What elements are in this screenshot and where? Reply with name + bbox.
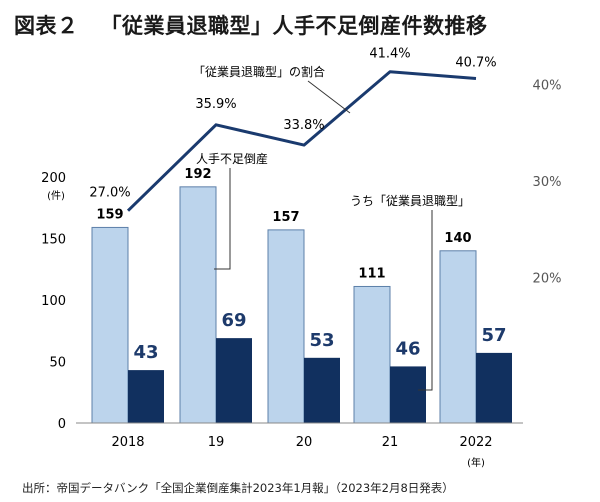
- x-tick-label: 20: [296, 435, 313, 450]
- y-tick-label: 100: [41, 294, 66, 309]
- ratio-label: 33.8%: [283, 118, 324, 133]
- bar-total: [267, 229, 305, 424]
- bar-retirement: [304, 357, 340, 423]
- bar-total-label: 159: [96, 207, 123, 222]
- y2-tick-label: 20%: [533, 271, 562, 286]
- y-tick-label: 50: [49, 356, 66, 371]
- source-note: 出所：帝国データバンク「全国企業倒産集計2023年1月報」（2023年2月8日発…: [22, 481, 454, 495]
- y2-tick-label: 40%: [533, 78, 562, 93]
- bar-total: [353, 285, 391, 424]
- ratio-label: 41.4%: [369, 47, 410, 62]
- ratio-label: 40.7%: [455, 55, 496, 70]
- retirement-leader-line: [418, 210, 433, 391]
- bar-retirement: [390, 366, 426, 423]
- ratio-label: 27.0%: [89, 186, 130, 201]
- bar-retirement-label: 46: [395, 338, 420, 359]
- bar-total-label: 140: [444, 231, 471, 246]
- x-tick-label: 2018: [111, 435, 144, 450]
- ratio-leader-line: [307, 80, 351, 114]
- x-tick-label: 2022: [459, 435, 492, 450]
- bar-total-label: 192: [184, 167, 211, 182]
- figure-number: 図表２: [14, 14, 79, 38]
- y-axis-unit: (件): [47, 190, 65, 202]
- bar-retirement-label: 43: [133, 342, 158, 363]
- x-axis-unit: (年): [467, 456, 485, 469]
- bar-total: [91, 226, 129, 424]
- chart-title: 図表２ 「従業員退職型」人手不足倒産件数推移: [14, 10, 488, 40]
- bar-retirement: [128, 370, 164, 423]
- bar-retirement-label: 69: [221, 310, 246, 331]
- bar-retirement: [476, 352, 512, 423]
- bar-total: [439, 250, 477, 424]
- x-tick-label: 21: [382, 435, 399, 450]
- y-tick-label: 150: [41, 233, 66, 248]
- bar-retirement-label: 53: [309, 330, 334, 351]
- y-tick-label: 0: [58, 417, 66, 432]
- ratio-series-label: 「従業員退職型」の割合: [193, 64, 325, 79]
- bar-retirement: [216, 338, 252, 423]
- bar-total-label: 111: [358, 266, 385, 281]
- x-tick-label: 19: [208, 435, 225, 450]
- total-series-label: 人手不足倒産: [196, 151, 268, 166]
- total-leader-line: [214, 168, 231, 270]
- retirement-series-label: うち「従業員退職型」: [350, 194, 470, 208]
- bar-retirement-label: 57: [481, 325, 506, 346]
- title-text: 「従業員退職型」人手不足倒産件数推移: [100, 14, 488, 38]
- bar-total-label: 157: [272, 210, 299, 225]
- y2-tick-label: 30%: [533, 175, 562, 190]
- bar-total: [179, 186, 217, 424]
- ratio-line: [126, 70, 477, 212]
- y-tick-label: 200: [41, 171, 66, 186]
- ratio-label: 35.9%: [195, 97, 236, 112]
